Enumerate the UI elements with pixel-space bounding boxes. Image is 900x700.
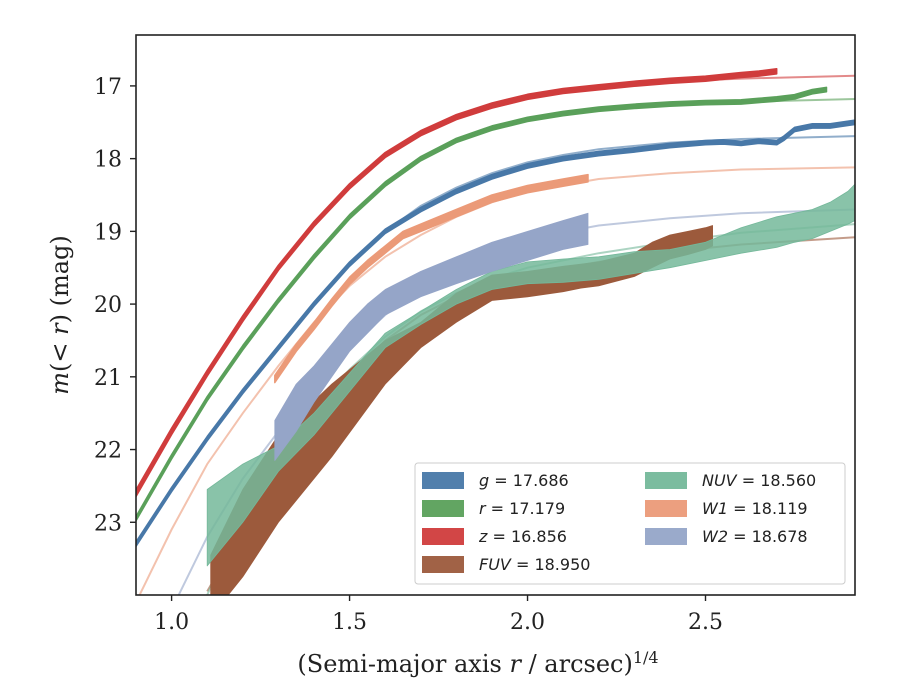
data-band-g	[136, 119, 855, 548]
legend-swatch-nuv	[645, 472, 687, 489]
model-curve-r	[136, 98, 855, 520]
x-tick-label: 1.5	[332, 610, 367, 635]
legend-label-z: z = 16.856	[478, 527, 567, 546]
plot-frame	[135, 34, 856, 596]
legend-label-w1: W1 = 18.119	[702, 499, 808, 518]
x-axis-title: (Semi-major axis r / arcsec)1/4	[297, 648, 658, 679]
x-tick-label: 1.0	[154, 610, 189, 635]
legend-swatch-fuv	[422, 556, 464, 573]
y-tick-label: 19	[94, 220, 122, 245]
legend-label-g: g = 17.686	[479, 471, 569, 490]
y-tick-label: 20	[94, 293, 122, 318]
legend-swatch-g	[422, 472, 464, 489]
data-band-w2	[274, 212, 589, 461]
x-tick-label: 2.5	[688, 610, 723, 635]
legend-label-fuv: FUV = 18.950	[479, 555, 590, 574]
legend-label-nuv: NUV = 18.560	[702, 471, 816, 490]
model-curve-w1	[138, 166, 855, 595]
legend-label-w2: W2 = 18.678	[702, 527, 808, 546]
y-tick-label: 18	[94, 148, 122, 173]
data-band-w1	[274, 173, 589, 384]
legend: g = 17.686 r = 17.179 z = 16.856 FUV = 18.9…	[414, 462, 846, 585]
legend-swatch-w1	[645, 500, 687, 517]
y-tick-label: 23	[94, 511, 122, 536]
y-tick-label: 22	[94, 439, 122, 464]
y-axis-title: m(< r) (mag)	[46, 235, 74, 395]
legend-frame	[414, 462, 846, 585]
y-tick-label: 17	[94, 75, 122, 100]
legend-swatch-z	[422, 528, 464, 545]
x-tick-label: 2.0	[510, 610, 545, 635]
y-tick-label: 21	[94, 366, 122, 391]
data-band-z	[136, 68, 778, 498]
legend-swatch-w2	[645, 528, 687, 545]
data-band-nuv	[206, 183, 855, 567]
legend-label-r: r = 17.179	[479, 499, 565, 518]
legend-swatch-r	[422, 500, 464, 517]
data-band-r	[136, 86, 828, 522]
